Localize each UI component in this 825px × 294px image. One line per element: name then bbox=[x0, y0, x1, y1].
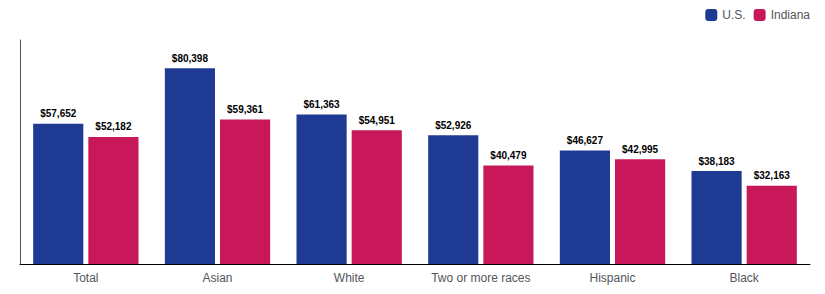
svg-text:Black: Black bbox=[729, 271, 759, 285]
svg-text:Two or more races: Two or more races bbox=[431, 271, 530, 285]
svg-text:U.S.: U.S. bbox=[722, 8, 745, 22]
svg-text:Indiana: Indiana bbox=[771, 8, 811, 22]
svg-text:$52,182: $52,182 bbox=[95, 121, 132, 132]
svg-text:Asian: Asian bbox=[202, 271, 232, 285]
svg-text:$40,479: $40,479 bbox=[490, 150, 527, 161]
svg-text:$59,361: $59,361 bbox=[227, 104, 264, 115]
svg-text:Hispanic: Hispanic bbox=[589, 271, 635, 285]
svg-text:$42,995: $42,995 bbox=[622, 144, 659, 155]
svg-text:$46,627: $46,627 bbox=[567, 135, 604, 146]
svg-text:$32,163: $32,163 bbox=[754, 170, 791, 181]
svg-text:Total: Total bbox=[73, 271, 98, 285]
svg-text:$57,652: $57,652 bbox=[40, 108, 77, 119]
svg-text:White: White bbox=[334, 271, 365, 285]
svg-text:$80,398: $80,398 bbox=[172, 53, 209, 64]
svg-text:$52,926: $52,926 bbox=[435, 120, 472, 131]
svg-text:$54,951: $54,951 bbox=[359, 115, 396, 126]
svg-text:$38,183: $38,183 bbox=[699, 156, 736, 167]
svg-text:$61,363: $61,363 bbox=[304, 99, 341, 110]
